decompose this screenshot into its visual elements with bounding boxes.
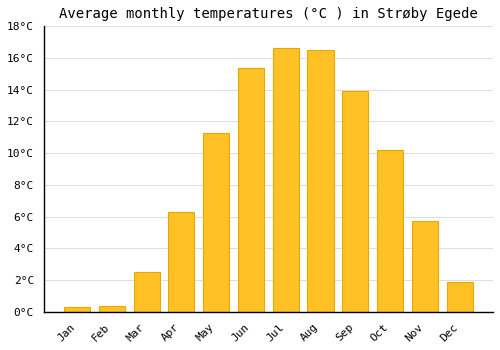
Bar — [446, 282, 472, 312]
Bar — [64, 307, 90, 312]
Bar — [377, 150, 403, 312]
Bar — [412, 222, 438, 312]
Bar — [308, 50, 334, 312]
Bar — [272, 49, 299, 312]
Bar — [168, 212, 194, 312]
Bar — [99, 306, 125, 312]
Bar — [238, 68, 264, 312]
Bar — [342, 91, 368, 312]
Title: Average monthly temperatures (°C ) in Strøby Egede: Average monthly temperatures (°C ) in St… — [59, 7, 478, 21]
Bar — [203, 133, 229, 312]
Bar — [134, 272, 160, 312]
